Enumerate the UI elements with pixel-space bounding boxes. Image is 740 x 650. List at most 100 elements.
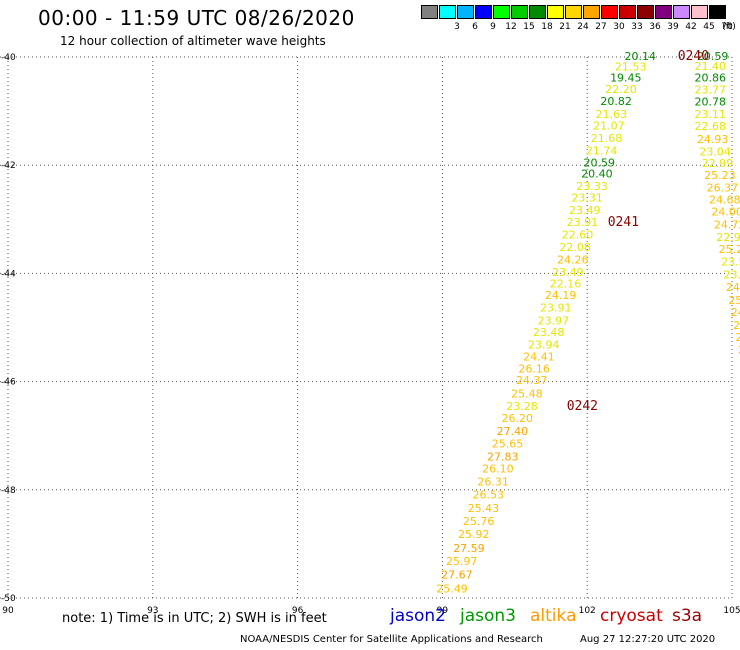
wave-height-label: 23.31 [571,192,603,205]
color-swatch [565,5,582,19]
color-swatch [511,5,528,19]
wave-height-label: 25.65 [492,437,524,450]
color-swatch-label: 45 [703,22,715,32]
color-swatch [439,5,456,19]
wave-height-label: 23.58 [721,255,740,268]
wave-height-label: 27.67 [441,569,473,582]
wave-height-label: 23.91 [567,216,599,229]
wave-height-label: 22.20 [605,83,637,96]
wave-height-label: 20.78 [695,95,727,108]
color-swatch-label: 9 [490,22,496,32]
wave-height-label: 23.11 [695,108,727,121]
wave-height-label: 24.92 [726,281,740,294]
color-swatch-label: 18 [541,22,553,32]
generated-timestamp: Aug 27 12:27:20 UTC 2020 [580,634,716,645]
y-tick-label: -42 [1,161,16,171]
chart-subtitle: 12 hour collection of altimeter wave hei… [60,34,326,48]
color-swatch [457,5,474,19]
color-swatch-label: 6 [472,22,478,32]
wave-height-label: 25.48 [511,388,543,401]
wave-height-label: 21.53 [615,61,647,74]
wave-height-label: 24.93 [697,133,729,146]
color-swatch [655,5,672,19]
wave-height-label: 21.40 [695,60,727,73]
color-swatch [709,5,726,19]
wave-height-label: 23.33 [576,180,608,193]
color-swatch [529,5,546,19]
wave-height-label: 21.63 [596,108,628,121]
x-tick-label: 102 [579,606,596,616]
wave-height-label: 26.31 [477,476,509,489]
x-tick-label: 99 [437,606,449,616]
wave-height-label: 21.07 [593,120,625,133]
wave-height-label: 25.10 [736,331,740,344]
color-swatch [601,5,618,19]
wave-height-label: 23.77 [695,83,727,96]
wave-height-label: 24.72 [714,219,740,232]
color-swatch-label: 42 [685,22,697,32]
wave-height-label: 26.20 [501,412,533,425]
color-swatch-label: 24 [577,22,589,32]
wave-height-label: 22.94 [716,231,740,244]
wave-height-label: 22.60 [562,228,594,241]
color-swatch [493,5,510,19]
color-swatch-label: 15 [523,22,535,32]
wave-height-label: 20.86 [695,72,727,85]
legend-jason2: jason2 [390,606,446,626]
wave-height-label: 24.37 [516,374,548,387]
y-tick-label: -40 [1,53,16,63]
wave-height-label: 23.94 [528,338,560,351]
y-tick-label: -46 [1,378,16,388]
wave-height-label: 25.21 [719,243,740,256]
color-swatch-label: 70 [721,22,733,32]
wave-height-label: 24.41 [523,351,555,364]
legend-jason3: jason3 [460,606,516,626]
legend-s3a: s3a [672,606,703,626]
color-swatch-label: 36 [649,22,661,32]
color-swatch-label: 3 [454,22,460,32]
wave-height-label: 24.71 [731,306,740,319]
wave-height-label: 20.59 [584,156,616,169]
color-swatch [619,5,636,19]
color-swatch-label: 27 [595,22,607,32]
color-swatch-label: 21 [559,22,571,32]
wave-height-label: 23.49 [552,266,584,279]
wave-height-label: 23.97 [538,314,570,327]
footer-note: note: 1) Time is in UTC; 2) SWH is in fe… [62,611,327,626]
wave-height-label: 25.76 [463,515,495,528]
wave-height-label: 22.16 [550,278,582,291]
wave-height-label: 27.83 [487,450,519,463]
wave-height-label: 23.04 [699,146,731,159]
x-tick-label: 96 [292,606,304,616]
wave-height-label: 24.00 [711,206,740,219]
wave-height-label: 24.68 [709,193,740,206]
wave-height-label: 24.19 [545,289,577,302]
wave-height-label: 25.92 [458,528,490,541]
credit-line: NOAA/NESDIS Center for Satellite Applica… [240,634,543,645]
wave-height-label: 21.74 [586,145,618,158]
wave-height-label: 24.09 [738,344,740,357]
color-swatch [583,5,600,19]
chart-title: 00:00 - 11:59 UTC 08/26/2020 [38,6,355,30]
color-swatch-label: 12 [505,22,517,32]
color-swatch-label: 30 [613,22,625,32]
color-swatch [673,5,690,19]
wave-height-label: 19.45 [610,72,642,85]
color-swatch [691,5,708,19]
y-tick-label: -50 [1,594,16,604]
wave-height-label: 22.99 [702,157,734,170]
y-tick-label: -44 [1,269,16,279]
y-tick-label: -48 [1,486,16,496]
wave-height-label: 25.84 [728,294,740,307]
color-swatch [475,5,492,19]
legend-cryosat: cryosat [600,606,663,626]
wave-height-label: 26.10 [482,463,514,476]
pass-time-label: 0242 [567,399,598,414]
color-swatch-label: 33 [631,22,643,32]
color-swatch [421,5,438,19]
wave-height-label: 20.14 [625,50,657,63]
wave-height-label: 27.40 [497,425,529,438]
wave-height-label: 23.28 [506,400,538,413]
wave-height-label: 24.26 [557,253,589,266]
